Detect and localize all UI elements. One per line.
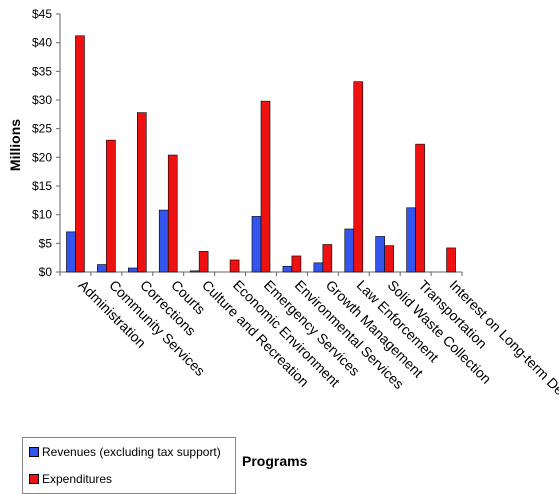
y-tick-label: $20: [32, 150, 52, 164]
bar-revenues: [189, 270, 200, 273]
y-tick-label: $0: [39, 265, 53, 279]
bar-revenues: [406, 207, 416, 273]
y-tick-label: $15: [32, 179, 52, 193]
x-axis-label: Programs: [242, 453, 308, 469]
bar-expenditures: [353, 81, 364, 273]
y-tick-label: $5: [39, 236, 53, 250]
bar-expenditures: [137, 112, 147, 273]
bar-expenditures: [106, 139, 116, 273]
y-axis-label: Millions: [7, 119, 23, 171]
bar-revenues: [313, 262, 324, 273]
y-tick-label: $25: [32, 122, 52, 136]
bar-expenditures: [229, 259, 240, 273]
bar-revenues: [97, 264, 107, 273]
y-tick-label: $30: [32, 93, 52, 107]
y-tick-label: $45: [32, 7, 52, 21]
bar-expenditures: [415, 143, 425, 273]
y-tick-label: $40: [32, 36, 52, 50]
bar-revenues: [158, 209, 169, 273]
y-tick-label: $35: [32, 64, 52, 78]
bar-revenues: [251, 216, 262, 273]
bar-expenditures: [384, 245, 394, 273]
bar-expenditures: [167, 154, 178, 273]
bar-revenues: [375, 236, 385, 273]
bar-expenditures: [322, 244, 333, 273]
bar-expenditures: [75, 35, 85, 273]
legend-item-expenditures: Expenditures: [29, 471, 112, 486]
axes: [56, 13, 463, 276]
bar-revenues: [128, 267, 138, 273]
bar-expenditures: [260, 100, 271, 273]
legend-swatch-revenues: [29, 446, 39, 457]
legend: Revenues (excluding tax support) Expendi…: [22, 437, 236, 494]
y-tick-label: $10: [32, 208, 52, 222]
bar-revenues: [282, 265, 293, 273]
bar-expenditures: [446, 247, 456, 273]
bar-revenues: [344, 228, 355, 273]
bars: [66, 35, 456, 273]
legend-item-revenues: Revenues (excluding tax support): [29, 444, 221, 459]
bar-expenditures: [291, 255, 302, 273]
legend-label-revenues: Revenues (excluding tax support): [42, 444, 221, 459]
bar-revenues: [66, 231, 76, 273]
bar-expenditures: [198, 251, 209, 273]
legend-label-expenditures: Expenditures: [42, 471, 113, 486]
legend-swatch-expenditures: [29, 473, 39, 484]
x-category-label: Interest on Long-term Debt: [446, 277, 559, 407]
y-tick-labels: $0 $5 $10 $15 $20 $25 $30 $35 $40 $45: [32, 7, 52, 279]
